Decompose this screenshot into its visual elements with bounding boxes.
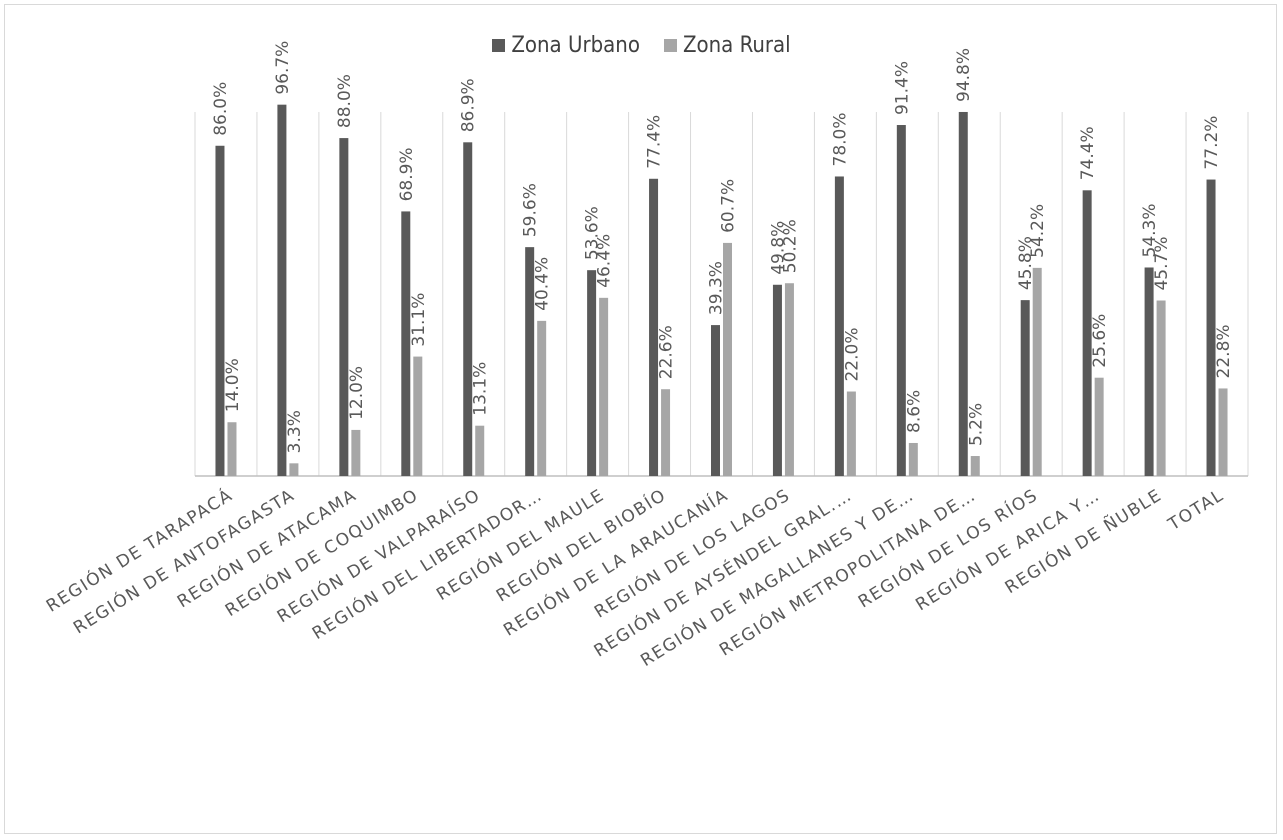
data-label-urbano: 53.6%: [583, 206, 603, 260]
data-label-urbano: 94.8%: [954, 48, 974, 102]
data-label-rural: 50.2%: [780, 219, 800, 273]
bar-urbano: [1144, 267, 1154, 476]
bar-urbano: [463, 142, 473, 476]
data-label-urbano: 78.0%: [830, 112, 850, 166]
bar-rural: [723, 242, 732, 476]
bar-rural: [599, 297, 609, 476]
data-label-urbano: 77.4%: [645, 115, 665, 169]
data-label-rural: 40.4%: [533, 257, 553, 311]
bar-rural: [537, 320, 547, 476]
data-label-rural: 46.4%: [595, 234, 615, 288]
data-label-urbano: 45.8%: [1016, 236, 1036, 290]
bar-urbano: [958, 111, 968, 476]
bar-urbano: [339, 138, 349, 476]
bar-urbano: [277, 104, 287, 476]
data-label-urbano: 96.7%: [273, 41, 293, 95]
bar-urbano: [711, 325, 720, 476]
data-label-urbano: 54.3%: [1140, 203, 1160, 257]
legend-label-urbano: Zona Urbano: [511, 33, 640, 58]
bar-urbano: [401, 211, 411, 476]
bar-urbano: [215, 145, 225, 476]
bar-urbano: [649, 178, 659, 476]
legend-swatch-urbano: [492, 39, 506, 52]
legend-swatch-rural: [663, 39, 677, 52]
data-label-urbano: 91.4%: [892, 61, 912, 115]
bar-rural: [1094, 377, 1104, 476]
data-label-urbano: 39.3%: [707, 261, 727, 315]
bar-rural: [970, 456, 980, 476]
data-label-rural: 45.7%: [1152, 236, 1172, 290]
bar-rural: [413, 356, 423, 476]
data-label-rural: 5.2%: [966, 403, 986, 446]
bar-rural: [475, 425, 485, 476]
bar-rural: [1218, 388, 1228, 476]
bar-rural: [351, 429, 361, 476]
bar-urbano: [587, 270, 597, 476]
bar-urbano: [525, 247, 535, 476]
data-label-rural: 3.3%: [285, 410, 305, 453]
x-tick-label: TOTAL: [1164, 485, 1228, 535]
data-label-rural: 22.0%: [842, 328, 862, 382]
data-label-urbano: 59.6%: [521, 183, 541, 237]
data-label-rural: 25.6%: [1090, 314, 1110, 368]
data-label-urbano: 77.2%: [1202, 116, 1222, 170]
data-label-rural: 22.8%: [1214, 324, 1234, 378]
bar-rural: [846, 391, 856, 476]
data-label-rural: 14.0%: [223, 358, 243, 412]
bar-rural: [227, 422, 237, 476]
bar-rural: [1156, 300, 1166, 476]
data-label-urbano: 88.0%: [335, 74, 355, 128]
bar-urbano: [896, 125, 906, 477]
bar-rural: [908, 442, 918, 476]
bar-rural: [289, 463, 299, 476]
data-label-rural: 60.7%: [719, 179, 739, 233]
data-label-urbano: 49.8%: [768, 221, 788, 275]
data-label-rural: 31.1%: [409, 293, 429, 347]
data-label-urbano: 68.9%: [397, 147, 417, 201]
bar-urbano: [772, 284, 782, 476]
data-label-urbano: 86.0%: [211, 82, 231, 136]
legend-item-rural: Zona Rural: [663, 33, 791, 58]
bar-rural: [661, 389, 671, 476]
bar-urbano: [1206, 179, 1216, 476]
legend-label-rural: Zona Rural: [682, 33, 791, 58]
data-label-rural: 22.6%: [657, 325, 677, 379]
bar-rural: [1032, 267, 1042, 476]
bar-urbano: [1020, 300, 1030, 476]
data-label-urbano: 86.9%: [459, 78, 479, 132]
data-label-rural: 54.2%: [1028, 204, 1048, 258]
data-label-rural: 13.1%: [471, 362, 491, 416]
data-label-rural: 12.0%: [347, 366, 367, 420]
legend-item-urbano: Zona Urbano: [492, 33, 640, 58]
data-label-rural: 8.6%: [904, 390, 924, 433]
data-label-urbano: 74.4%: [1078, 126, 1098, 180]
bar-rural: [784, 283, 794, 476]
chart-legend: Zona Urbano Zona Rural: [0, 33, 1283, 58]
bar-urbano: [834, 176, 844, 477]
bar-urbano: [1082, 190, 1092, 476]
